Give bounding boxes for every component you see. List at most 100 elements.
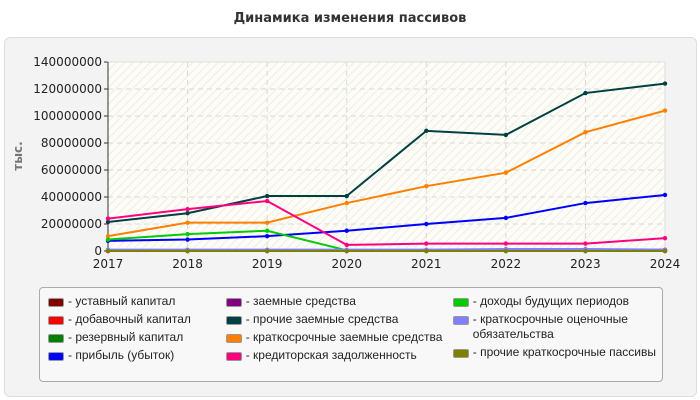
legend-item: - кредиторская задолженность — [225, 348, 445, 363]
data-point — [264, 228, 270, 233]
data-point — [185, 211, 190, 216]
legend-label: - краткосрочные заемные средства — [245, 330, 443, 344]
series-line-9 — [108, 247, 666, 251]
data-point — [185, 206, 190, 212]
data-point — [105, 237, 111, 242]
legend-swatch — [48, 316, 64, 325]
data-point — [105, 216, 111, 221]
y-tick-label: 100000000 — [33, 109, 102, 123]
data-point — [503, 170, 509, 175]
legend-label: - краткосрочные оценочные обязательства — [472, 312, 628, 341]
legend-swatch — [48, 298, 64, 307]
data-point — [264, 193, 270, 199]
legend-item: - краткосрочные заемные средства — [225, 330, 445, 345]
data-point — [503, 132, 509, 138]
x-tick-label: 2017 — [93, 257, 124, 271]
data-point — [503, 248, 509, 254]
data-point — [662, 108, 668, 113]
y-tick-label: 60000000 — [41, 163, 102, 177]
legend-item: - прочие краткосрочные пассивы — [452, 345, 656, 360]
series-line-3 — [107, 193, 666, 242]
legend-item: - добавочный капитал — [48, 312, 218, 327]
legend-item: - заемные средства — [225, 294, 445, 309]
data-point — [662, 248, 668, 254]
y-tick-label: 0 — [94, 244, 102, 258]
data-point — [424, 128, 429, 134]
data-point — [344, 228, 349, 233]
legend-label: - прочие заемные средства — [245, 312, 399, 326]
series-line-8 — [107, 229, 347, 252]
legend-swatch — [225, 352, 242, 361]
data-point — [185, 220, 190, 225]
legend-label: - кредиторская задолженность — [245, 348, 417, 362]
y-tick-label: 40000000 — [41, 190, 102, 204]
data-point — [105, 248, 111, 254]
legend-label: - прочие краткосрочные пассивы — [472, 345, 656, 359]
data-point — [583, 241, 588, 246]
data-point — [503, 241, 509, 246]
data-point — [344, 200, 349, 206]
data-point — [344, 248, 349, 254]
series-line-6 — [107, 109, 666, 238]
legend: - уставный капитал - добавочный капитал - … — [39, 287, 663, 382]
y-tick-label: 20000000 — [41, 217, 102, 231]
data-point — [344, 193, 349, 199]
series-line-7 — [107, 200, 666, 246]
legend-label: - доходы будущих периодов — [472, 294, 629, 308]
legend-item: - прочие заемные средства — [225, 312, 445, 327]
legend-item: - краткосрочные оценочные обязательства — [452, 312, 656, 342]
legend-swatch — [452, 316, 469, 325]
x-tick-label: 2020 — [331, 257, 362, 271]
y-tick-label: 140000000 — [33, 55, 102, 69]
legend-swatch — [48, 352, 64, 361]
legend-item: - прибыль (убыток) — [48, 348, 218, 363]
legend-label: - прибыль (убыток) — [68, 348, 175, 362]
y-axis-label: тыс. — [11, 141, 25, 170]
data-point — [583, 90, 588, 96]
x-tick-label: 2021 — [411, 257, 442, 271]
legend-swatch — [452, 298, 469, 307]
x-tick-label: 2019 — [252, 257, 283, 271]
data-point — [583, 248, 588, 254]
data-point — [424, 184, 429, 189]
legend-column: - заемные средства - прочие заемные средс… — [225, 294, 445, 377]
data-point — [583, 130, 588, 135]
data-point — [424, 241, 429, 246]
legend-item: - резервный капитал — [48, 330, 218, 345]
data-point — [662, 81, 668, 86]
y-tick-label: 80000000 — [41, 136, 102, 150]
data-point — [185, 231, 190, 237]
data-point — [185, 248, 190, 254]
legend-swatch — [225, 298, 242, 307]
series-line-5 — [107, 82, 666, 223]
legend-item: - доходы будущих периодов — [452, 294, 656, 309]
data-point — [503, 215, 509, 221]
data-point — [424, 221, 429, 227]
chart-title: Динамика изменения пассивов — [233, 11, 467, 26]
data-point — [662, 235, 668, 241]
legend-label: - резервный капитал — [68, 330, 184, 344]
data-point — [583, 200, 588, 206]
data-point — [662, 192, 668, 198]
y-tick-label: 120000000 — [33, 82, 102, 96]
plot-hatch — [108, 62, 665, 251]
legend-item: - уставный капитал — [48, 294, 218, 309]
legend-column: - доходы будущих периодов - краткосрочные… — [452, 294, 656, 377]
data-point — [185, 237, 190, 242]
legend-label: - уставный капитал — [68, 294, 176, 308]
legend-column: - уставный капитал - добавочный капитал - … — [48, 294, 218, 377]
legend-swatch — [225, 316, 242, 325]
x-tick-label: 2018 — [172, 257, 203, 271]
legend-label: - заемные средства — [245, 294, 356, 308]
data-point — [105, 219, 111, 225]
x-tick-label: 2022 — [491, 257, 522, 271]
data-point — [264, 233, 270, 239]
legend-swatch — [452, 349, 469, 358]
data-point — [105, 233, 111, 239]
legend-label: - добавочный капитал — [68, 312, 191, 326]
legend-swatch — [225, 334, 242, 343]
data-point — [264, 248, 270, 254]
x-tick-label: 2023 — [570, 257, 601, 271]
data-point — [264, 220, 270, 225]
